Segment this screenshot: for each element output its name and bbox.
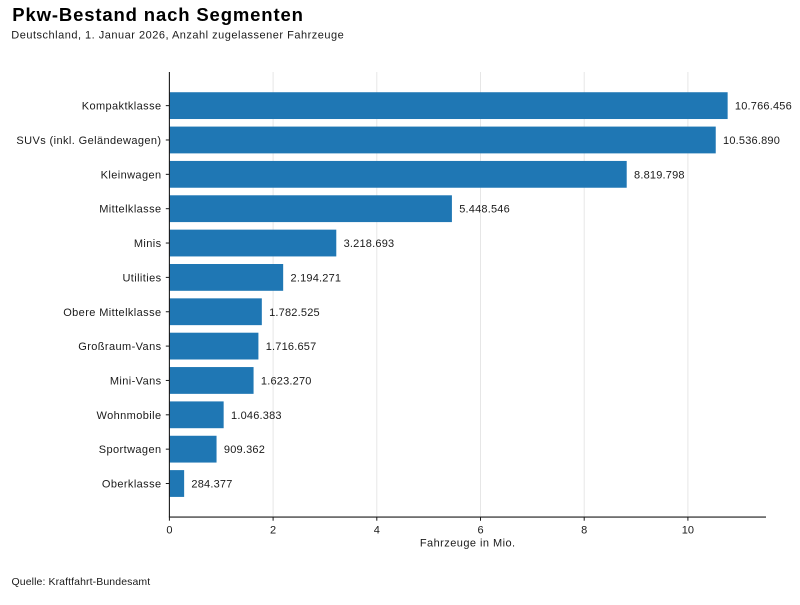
svg-text:2.194.271: 2.194.271 bbox=[291, 272, 342, 284]
svg-text:1.716.657: 1.716.657 bbox=[266, 341, 317, 353]
svg-text:Minis: Minis bbox=[134, 238, 162, 250]
svg-text:2: 2 bbox=[270, 524, 276, 536]
svg-text:Fahrzeuge in Mio.: Fahrzeuge in Mio. bbox=[420, 537, 516, 549]
svg-text:8: 8 bbox=[581, 524, 587, 536]
svg-text:Quelle: Kraftfahrt-Bundesamt: Quelle: Kraftfahrt-Bundesamt bbox=[12, 576, 151, 588]
svg-text:10.766.456: 10.766.456 bbox=[735, 101, 792, 113]
svg-text:909.362: 909.362 bbox=[224, 444, 265, 456]
svg-text:Sportwagen: Sportwagen bbox=[99, 444, 162, 456]
svg-text:Obere Mittelklasse: Obere Mittelklasse bbox=[63, 307, 161, 319]
svg-text:Kleinwagen: Kleinwagen bbox=[101, 169, 162, 181]
svg-text:Pkw-Bestand nach Segmenten: Pkw-Bestand nach Segmenten bbox=[12, 4, 303, 25]
svg-text:Oberklasse: Oberklasse bbox=[102, 479, 162, 491]
svg-text:SUVs (inkl. Geländewagen): SUVs (inkl. Geländewagen) bbox=[16, 135, 161, 147]
svg-text:5.448.546: 5.448.546 bbox=[459, 204, 510, 216]
svg-text:Mini-Vans: Mini-Vans bbox=[110, 375, 162, 387]
svg-text:Deutschland, 1. Januar 2026, A: Deutschland, 1. Januar 2026, Anzahl zuge… bbox=[11, 30, 344, 42]
svg-text:0: 0 bbox=[166, 524, 172, 536]
svg-text:8.819.798: 8.819.798 bbox=[634, 169, 685, 181]
svg-text:Kompaktklasse: Kompaktklasse bbox=[82, 101, 162, 113]
svg-text:10: 10 bbox=[682, 524, 694, 536]
svg-text:284.377: 284.377 bbox=[191, 479, 232, 491]
svg-text:Mittelklasse: Mittelklasse bbox=[99, 204, 161, 216]
svg-text:1.623.270: 1.623.270 bbox=[261, 375, 312, 387]
svg-text:1.046.383: 1.046.383 bbox=[231, 410, 282, 422]
svg-text:6: 6 bbox=[477, 524, 483, 536]
svg-text:4: 4 bbox=[374, 524, 380, 536]
svg-text:Utilities: Utilities bbox=[122, 272, 161, 284]
svg-text:Großraum-Vans: Großraum-Vans bbox=[78, 341, 161, 353]
svg-text:1.782.525: 1.782.525 bbox=[269, 307, 320, 319]
svg-text:3.218.693: 3.218.693 bbox=[344, 238, 395, 250]
svg-text:Wohnmobile: Wohnmobile bbox=[97, 410, 162, 422]
svg-text:10.536.890: 10.536.890 bbox=[723, 135, 780, 147]
